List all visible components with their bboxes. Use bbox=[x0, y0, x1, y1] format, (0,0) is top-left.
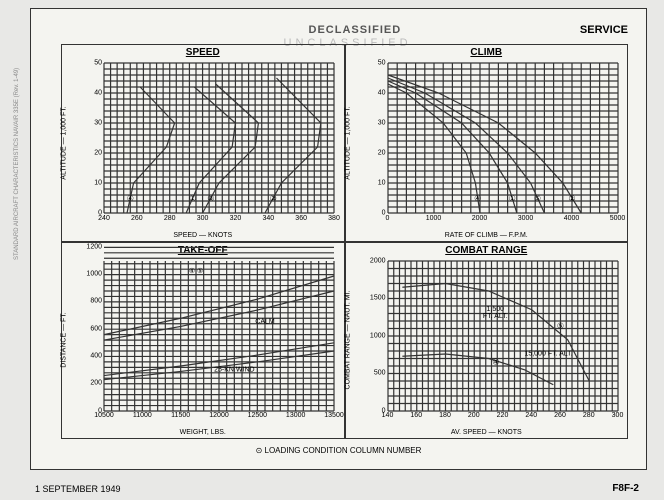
side-text: STANDARD AIRCRAFT CHARACTERISTICS NAVAIR… bbox=[14, 68, 20, 260]
y-tick: 50 bbox=[94, 60, 102, 67]
chart-title: TAKE-OFF bbox=[62, 245, 344, 256]
y-tick: 500 bbox=[374, 370, 386, 377]
chart-title: COMBAT RANGE bbox=[346, 245, 628, 256]
svg-text:②: ② bbox=[270, 194, 277, 203]
x-tick: 3000 bbox=[518, 215, 534, 222]
chart-annotation: 25-KN WIND bbox=[214, 366, 254, 373]
y-tick: 20 bbox=[378, 150, 386, 157]
y-tick: 1000 bbox=[370, 332, 386, 339]
svg-text:③: ③ bbox=[207, 194, 214, 203]
y-tick: 30 bbox=[378, 120, 386, 127]
y-tick: 0 bbox=[382, 407, 386, 414]
x-tick: 300 bbox=[612, 412, 624, 419]
plot-area: 1050011000115001200012500130001350002004… bbox=[104, 261, 334, 411]
y-tick: 200 bbox=[90, 380, 102, 387]
x-tick: 13000 bbox=[286, 412, 305, 419]
x-tick: 380 bbox=[328, 215, 340, 222]
x-tick: 260 bbox=[131, 215, 143, 222]
chart-title: SPEED bbox=[62, 47, 344, 58]
x-tick: 180 bbox=[439, 412, 451, 419]
svg-text:①: ① bbox=[189, 194, 196, 203]
svg-text:①: ① bbox=[508, 194, 515, 203]
footer-loading-note: ⊙ LOADING CONDITION COLUMN NUMBER bbox=[31, 446, 646, 455]
x-tick: 0 bbox=[386, 215, 390, 222]
svg-text:②: ② bbox=[568, 194, 575, 203]
y-tick: 2000 bbox=[370, 257, 386, 264]
svg-text:⑤: ⑤ bbox=[556, 321, 563, 330]
y-tick: 0 bbox=[98, 407, 102, 414]
y-tick: 0 bbox=[382, 210, 386, 217]
y-tick: 40 bbox=[94, 90, 102, 97]
y-tick: 0 bbox=[98, 210, 102, 217]
x-tick: 13500 bbox=[324, 412, 343, 419]
service-label: SERVICE bbox=[580, 24, 628, 36]
x-tick: 200 bbox=[468, 412, 480, 419]
x-tick: 5000 bbox=[610, 215, 626, 222]
x-tick: 2000 bbox=[472, 215, 488, 222]
x-tick: 12500 bbox=[248, 412, 267, 419]
svg-text:⑤: ⑤ bbox=[533, 194, 540, 203]
x-axis-label: WEIGHT, LBS. bbox=[62, 429, 344, 436]
x-tick: 4000 bbox=[564, 215, 580, 222]
x-tick: 280 bbox=[583, 412, 595, 419]
y-tick: 1000 bbox=[86, 271, 102, 278]
y-tick: 10 bbox=[378, 180, 386, 187]
chart-title: CLIMB bbox=[346, 47, 628, 58]
plot-area: ④①⑤②01000200030004000500001020304050 bbox=[388, 63, 618, 213]
y-tick: 20 bbox=[94, 150, 102, 157]
x-tick: 320 bbox=[230, 215, 242, 222]
plot-area: ⑤④14016018020022024026028030005001000150… bbox=[388, 261, 618, 411]
x-axis-label: SPEED — KNOTS bbox=[62, 232, 344, 239]
x-axis-label: AV. SPEED — KNOTS bbox=[346, 429, 628, 436]
x-tick: 240 bbox=[525, 412, 537, 419]
x-tick: 160 bbox=[410, 412, 422, 419]
chart-range: COMBAT RANGE COMBAT RANGE — NAUT. MI. AV… bbox=[345, 242, 629, 440]
x-tick: 220 bbox=[497, 412, 509, 419]
x-tick: 11500 bbox=[171, 412, 190, 419]
y-tick: 40 bbox=[378, 90, 386, 97]
y-tick: 400 bbox=[90, 352, 102, 359]
x-tick: 12000 bbox=[209, 412, 228, 419]
x-tick: 300 bbox=[197, 215, 209, 222]
chart-annotation: ④ ⑤ bbox=[189, 267, 204, 275]
chart-annotation: 1,500 FT. ALT. bbox=[483, 306, 508, 320]
x-tick: 1000 bbox=[426, 215, 442, 222]
footer-model: F8F-2 bbox=[612, 483, 639, 494]
svg-text:④: ④ bbox=[474, 194, 481, 203]
y-tick: 600 bbox=[90, 325, 102, 332]
y-tick: 50 bbox=[378, 60, 386, 67]
x-tick: 340 bbox=[262, 215, 274, 222]
x-axis-label: RATE OF CLIMB — F.P.M. bbox=[346, 232, 628, 239]
y-tick: 1500 bbox=[370, 295, 386, 302]
plot-area: ④①③②24026028030032034036038001020304050 bbox=[104, 63, 334, 213]
chart-annotation: CALM bbox=[255, 318, 274, 325]
x-tick: 280 bbox=[164, 215, 176, 222]
page-frame: DECLASSIFIED UNCLASSIFIED SERVICE SPEED … bbox=[30, 8, 647, 470]
x-tick: 11000 bbox=[133, 412, 152, 419]
chart-climb: CLIMB ALTITUDE — 1,000 FT. RATE OF CLIMB… bbox=[345, 44, 629, 242]
charts-grid: SPEED ALTITUDE — 1,000 FT. SPEED — KNOTS… bbox=[61, 44, 628, 439]
stamp-declassified: DECLASSIFIED bbox=[309, 24, 402, 36]
chart-speed: SPEED ALTITUDE — 1,000 FT. SPEED — KNOTS… bbox=[61, 44, 345, 242]
footer-date: 1 SEPTEMBER 1949 bbox=[35, 484, 121, 494]
svg-text:④: ④ bbox=[492, 357, 499, 366]
y-tick: 30 bbox=[94, 120, 102, 127]
y-tick: 1200 bbox=[86, 243, 102, 250]
chart-annotation: 15,000 FT. ALT. bbox=[524, 351, 572, 358]
y-tick: 10 bbox=[94, 180, 102, 187]
x-tick: 260 bbox=[554, 412, 566, 419]
chart-takeoff: TAKE-OFF DISTANCE — FT. WEIGHT, LBS. 105… bbox=[61, 242, 345, 440]
svg-text:④: ④ bbox=[127, 194, 134, 203]
x-tick: 360 bbox=[295, 215, 307, 222]
y-tick: 800 bbox=[90, 298, 102, 305]
